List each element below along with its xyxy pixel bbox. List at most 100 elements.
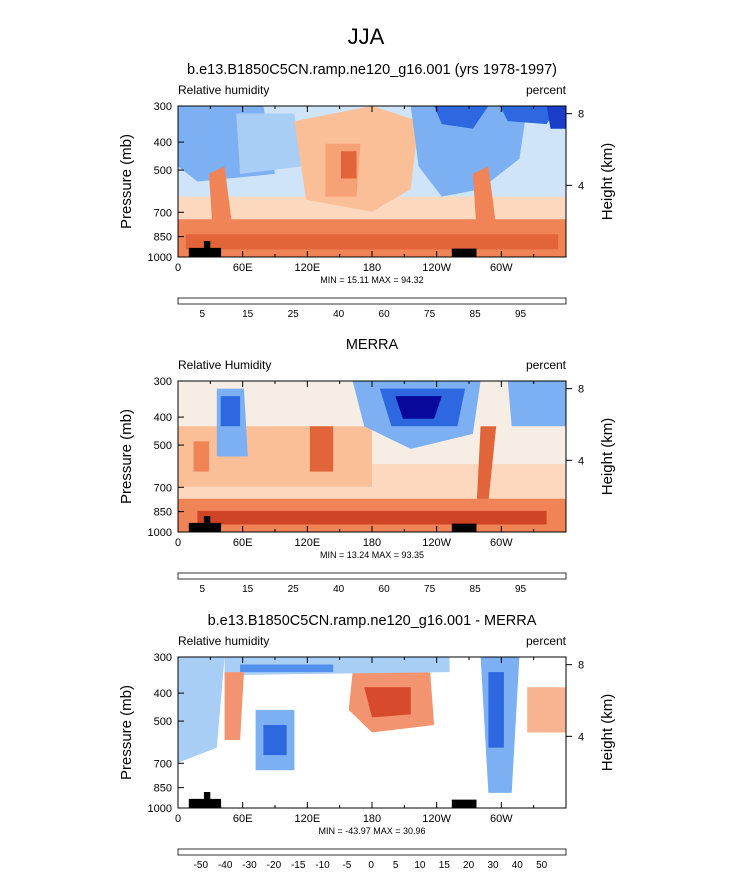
x-tick-label: 60E: [233, 262, 253, 274]
contour-region: [395, 396, 442, 419]
colorbar-label: 60: [379, 309, 391, 320]
y-axis-right-label: Height (km): [599, 418, 616, 496]
y-tick-label: 300: [154, 652, 172, 664]
x-tick-label: 120E: [294, 537, 320, 549]
x-tick-label: 120W: [422, 262, 451, 274]
y-tick-label: 850: [154, 783, 172, 795]
contour-region: [434, 106, 489, 129]
x-tick-label: 60W: [490, 813, 513, 825]
x-tick-label: 0: [175, 537, 181, 549]
contour-region: [197, 510, 547, 525]
terrain-mask: [188, 792, 222, 808]
colorbar-label: 20: [463, 860, 475, 871]
colorbar-label: -10: [315, 860, 330, 871]
y-tick-label: 700: [154, 207, 172, 219]
contour-region: [185, 234, 559, 250]
contour-region: [341, 151, 357, 179]
colorbar-frame: [177, 848, 567, 856]
colorbar-label: -40: [218, 860, 233, 871]
y-tick-label: 700: [154, 482, 172, 494]
x-tick-label: 60E: [233, 813, 253, 825]
x-tick-label: 0: [175, 813, 181, 825]
x-tick-label: 0: [175, 262, 181, 274]
colorbar-label: 75: [424, 309, 436, 320]
contour-region: [178, 657, 225, 763]
terrain-mask: [451, 799, 477, 808]
y-tick-label: 300: [154, 101, 172, 113]
right-string: percent: [526, 83, 567, 97]
contour-region: [224, 672, 244, 740]
y-right-tick-label: 4: [578, 455, 584, 467]
y-right-tick-label: 8: [578, 660, 584, 672]
panel-title: MERRA: [346, 337, 399, 353]
min-max-stats: MIN = -43.97 MAX = 30.96: [318, 826, 425, 836]
terrain-mask: [188, 516, 222, 532]
y-right-tick-label: 8: [578, 384, 584, 396]
colorbar-label: 40: [333, 584, 345, 595]
colorbar-label: 40: [333, 309, 345, 320]
colorbar-label: 85: [470, 584, 482, 595]
contour-region: [209, 166, 233, 235]
colorbar-label: 60: [379, 584, 391, 595]
colorbar-label: 15: [439, 860, 451, 871]
contour-region: [309, 426, 334, 472]
x-tick-label: 60E: [233, 537, 253, 549]
y-tick-label: 400: [154, 688, 172, 700]
contour-field: [178, 106, 566, 257]
terrain-mask: [451, 248, 477, 257]
y-tick-label: 500: [154, 165, 172, 177]
colorbar-label: 15: [242, 309, 254, 320]
colorbar-label: 0: [368, 860, 374, 871]
colorbar-label: -5: [342, 860, 351, 871]
contour-region: [476, 426, 497, 502]
y-tick-label: 850: [154, 507, 172, 519]
left-string: Relative humidity: [178, 83, 269, 97]
main-title: JJA: [348, 24, 385, 49]
y-tick-label: 500: [154, 440, 172, 452]
colorbar-label: 25: [288, 584, 300, 595]
colorbar-label: 85: [470, 309, 482, 320]
y-tick-label: 300: [154, 376, 172, 388]
colorbar-label: 25: [288, 309, 300, 320]
chart-panel-2: MERRA Relative Humidity percent 0 60E 120E 180…: [118, 337, 616, 595]
colorbar-label: 30: [487, 860, 499, 871]
left-string: Relative humidity: [178, 634, 269, 648]
x-tick-label: 120E: [294, 262, 320, 274]
y-axis-label: Pressure (mb): [118, 685, 135, 780]
y-axis-label: Pressure (mb): [118, 134, 135, 229]
colorbar: 5 15 25 40 60 75 85 95: [177, 297, 567, 320]
y-tick-label: 700: [154, 758, 172, 770]
chart-panel-1: b.e13.B1850C5CN.ramp.ne120_g16.001 (yrs …: [118, 62, 616, 320]
contour-region: [488, 672, 504, 748]
y-tick-label: 400: [154, 412, 172, 424]
y-tick-label: 1000: [148, 527, 172, 539]
contour-region: [410, 106, 528, 197]
terrain-mask: [188, 241, 222, 257]
colorbar-label: 75: [424, 584, 436, 595]
colorbar-label: -20: [267, 860, 282, 871]
x-tick-label: 180: [363, 813, 381, 825]
x-tick-label: 180: [363, 262, 381, 274]
y-tick-label: 1000: [148, 803, 172, 815]
x-tick-label: 60W: [490, 262, 513, 274]
colorbar-label: 10: [414, 860, 426, 871]
y-axis-right-label: Height (km): [599, 143, 616, 221]
x-tick-label: 120W: [422, 813, 451, 825]
y-axis-right-label: Height (km): [599, 694, 616, 772]
y-tick-label: 500: [154, 716, 172, 728]
x-tick-label: 120E: [294, 813, 320, 825]
contour-region: [507, 381, 566, 427]
contour-region: [472, 166, 497, 235]
contour-region: [500, 106, 559, 125]
colorbar-label: -50: [194, 860, 209, 871]
contour-region: [193, 441, 209, 472]
colorbar: 5 15 25 40 60 75 85 95: [177, 572, 567, 595]
contour-region: [546, 106, 566, 129]
y-tick-label: 400: [154, 137, 172, 149]
colorbar-label: 5: [200, 309, 206, 320]
contour-region: [220, 396, 241, 427]
colorbar-label: 50: [536, 860, 548, 871]
colorbar-label: 95: [515, 584, 527, 595]
contour-region: [263, 725, 287, 756]
colorbar-label: -30: [242, 860, 257, 871]
